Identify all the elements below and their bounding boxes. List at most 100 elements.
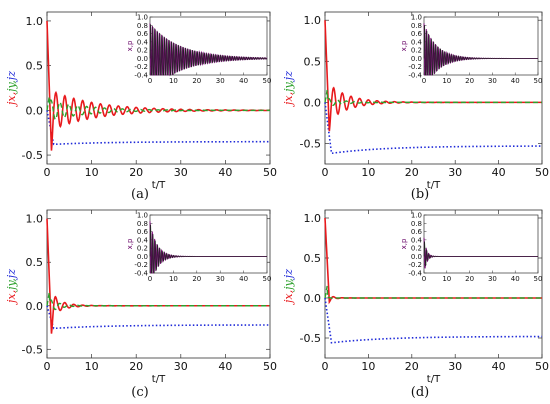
inset-y-tick-label: 0.8 [411, 220, 422, 228]
inset-y-tick-label: 1.0 [137, 212, 148, 220]
x-tick-label: 0 [322, 166, 329, 179]
inset-p-line [149, 23, 268, 76]
inset-y-tick-label: -0.4 [134, 270, 148, 278]
x-tick-label: 30 [174, 166, 188, 179]
inset-x-tick-label: 30 [216, 275, 225, 283]
y-axis-label: jx,jy,jz [5, 269, 18, 306]
inset-y-tick-label: 1.0 [411, 14, 422, 22]
x-axis-label: t/T [152, 374, 166, 385]
y-tick-label: 0.0 [26, 300, 44, 313]
x-axis-label: t/T [427, 374, 441, 385]
inset-x-tick-label: 50 [263, 77, 272, 85]
panel-a: 0 10 20 30 40 50 -0.5 0.0 0.5 1.0 t/T jx,jy,jz (a) 0 1… [5, 11, 277, 202]
y-label-part-jz: jz [5, 269, 18, 281]
inset-x-tick-label: 40 [511, 275, 520, 283]
x-tick-label: 20 [405, 360, 419, 373]
inset-y-tick-label: 1.0 [137, 14, 148, 22]
x-tick-label: 40 [492, 166, 506, 179]
inset-y-tick-label: 0.0 [411, 55, 422, 63]
x-tick-label: 50 [535, 166, 549, 179]
series-jx-line [46, 20, 270, 151]
inset-y-tick-label: 0.4 [411, 236, 423, 244]
inset-y-tick-label: 0.6 [411, 228, 423, 236]
y-tick-label: 1.0 [26, 15, 44, 28]
plot-frame [324, 209, 543, 359]
inset-y-tick-label: 0.0 [411, 253, 422, 261]
x-tick-label: 10 [361, 360, 375, 373]
x-tick-label: 20 [129, 360, 143, 373]
x-tick-label: 40 [218, 166, 232, 179]
inset-x-tick-label: 20 [192, 77, 201, 85]
inset-y-axis-label: x,p [400, 40, 408, 51]
inset-y-tick-label: 0.8 [411, 22, 422, 30]
plot-frame [46, 11, 271, 165]
y-tick-label: 1.0 [304, 14, 322, 27]
inset-y-tick-label: 0.6 [411, 30, 423, 38]
y-label-part-jz: jz [282, 71, 295, 83]
x-tick-label: 10 [361, 166, 375, 179]
x-tick-label: 20 [405, 166, 419, 179]
x-tick-label: 0 [322, 360, 329, 373]
inset-x-tick-label: 40 [239, 77, 248, 85]
y-tick-label: 0.5 [304, 252, 322, 265]
inset-x-tick-label: 50 [263, 275, 272, 283]
x-tick-label: 40 [492, 360, 506, 373]
y-label-part-jx: jx, [5, 290, 18, 306]
y-tick-label: -0.5 [300, 332, 321, 345]
inset-plot: 0 10 20 30 40 50 -0.4-0.20.00.20.40.60.81.0 x,p [400, 14, 542, 86]
inset-x-tick-label: 0 [422, 77, 426, 85]
y-tick-label: -0.5 [22, 343, 43, 356]
series-group [324, 217, 542, 344]
series-jy-line [46, 96, 270, 121]
inset-x-tick-label: 10 [169, 77, 178, 85]
plot-frame [46, 209, 271, 359]
inset-x-tick-label: 20 [192, 275, 201, 283]
y-label-part-jy: jy, [282, 278, 295, 293]
inset-x-tick-label: 20 [465, 77, 474, 85]
inset-x-tick-label: 40 [511, 77, 520, 85]
y-label-part-jx: jx, [282, 290, 295, 306]
inset-y-tick-label: 0.4 [411, 38, 423, 46]
inset-x-tick-label: 50 [534, 275, 543, 283]
inset-x-tick-label: 30 [488, 275, 497, 283]
x-tick-label: 0 [44, 166, 51, 179]
inset-y-tick-label: 0.4 [137, 38, 149, 46]
panel-c: 0 10 20 30 40 50 -0.5 0.0 0.5 1.0 t/T jx,jy,jz (c) 0 1… [5, 209, 277, 400]
inset-y-axis-label: x,p [126, 40, 134, 51]
inset-plot: 0 10 20 30 40 50 -0.4-0.20.00.20.40.60.81.0 x,p [400, 212, 542, 284]
inset-y-tick-label: -0.4 [134, 72, 148, 80]
x-tick-label: 30 [448, 166, 462, 179]
y-axis-label: jx,jy,jz [282, 71, 295, 108]
series-jz-line [324, 102, 542, 155]
panel-d: 0 10 20 30 40 50 -0.5 0.0 0.5 1.0 t/T jx,jy,jz (d) 0 1… [282, 209, 549, 400]
y-tick-label: 0.5 [304, 55, 322, 68]
inset-frame [149, 214, 268, 274]
inset-x-tick-label: 10 [442, 275, 451, 283]
y-label-part-jz: jz [5, 71, 18, 83]
y-label-part-jx: jx, [5, 92, 18, 108]
inset-x-tick-label: 20 [465, 275, 474, 283]
y-tick-label: -0.5 [300, 137, 321, 150]
y-tick-label: 0.5 [26, 256, 44, 269]
series-group [324, 20, 542, 155]
series-jy-line [324, 89, 542, 106]
inset-y-tick-label: 0.6 [137, 30, 149, 38]
panel-b: 0 10 20 30 40 50 -0.5 0.0 0.5 1.0 t/T jx,jy,jz (b) 0 1… [282, 11, 549, 202]
inset-x-tick-label: 30 [216, 77, 225, 85]
x-tick-label: 50 [535, 360, 549, 373]
series-jz-line [46, 305, 270, 330]
inset-x-tick-label: 10 [442, 77, 451, 85]
x-axis-label: t/T [152, 180, 166, 191]
inset-x-tick-label: 50 [534, 77, 543, 85]
inset-y-tick-label: 0.0 [137, 55, 148, 63]
x-tick-label: 0 [44, 360, 51, 373]
inset-y-axis-label: x,p [126, 238, 134, 249]
y-label-part-jy: jy, [282, 80, 295, 95]
y-axis-label: jx,jy,jz [282, 269, 295, 306]
inset-p-line [423, 241, 538, 267]
x-tick-label: 30 [174, 360, 188, 373]
series-jy-line [324, 285, 542, 299]
series-jy-line [46, 292, 270, 311]
inset-y-tick-label: 1.0 [411, 212, 422, 220]
